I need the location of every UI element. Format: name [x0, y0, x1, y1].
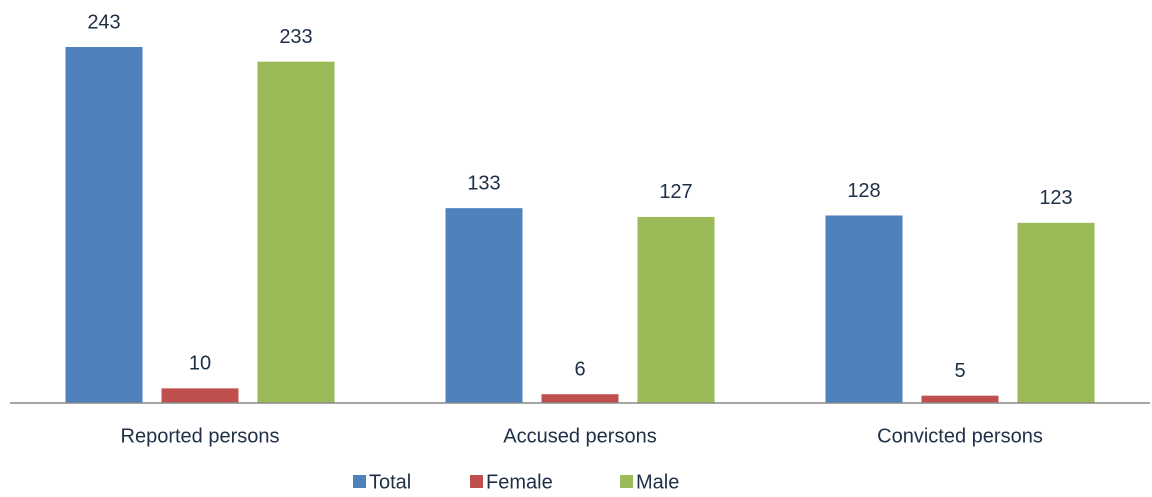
data-label: 5 [954, 360, 965, 382]
bar [921, 395, 999, 403]
legend-swatch [353, 475, 366, 488]
bar [825, 215, 903, 403]
bar [445, 208, 523, 403]
data-label: 133 [467, 172, 500, 194]
x-tick-label: Convicted persons [877, 425, 1043, 447]
x-tick-label: Accused persons [503, 425, 656, 447]
data-label: 123 [1039, 187, 1072, 209]
bar [65, 47, 143, 403]
bar [161, 388, 239, 403]
data-label: 127 [659, 181, 692, 203]
bar [257, 61, 335, 403]
bar [541, 394, 619, 403]
data-label: 128 [847, 180, 880, 202]
data-label: 6 [574, 358, 585, 380]
data-label: 243 [87, 11, 120, 33]
bar [1017, 222, 1095, 403]
legend-swatch [470, 475, 483, 488]
data-label: 10 [189, 353, 211, 375]
legend-label: Male [636, 471, 679, 493]
legend-label: Female [486, 471, 553, 493]
legend-swatch [620, 475, 633, 488]
bar [637, 216, 715, 403]
legend-label: Total [369, 471, 411, 493]
data-label: 233 [279, 26, 312, 48]
x-tick-label: Reported persons [121, 425, 280, 447]
